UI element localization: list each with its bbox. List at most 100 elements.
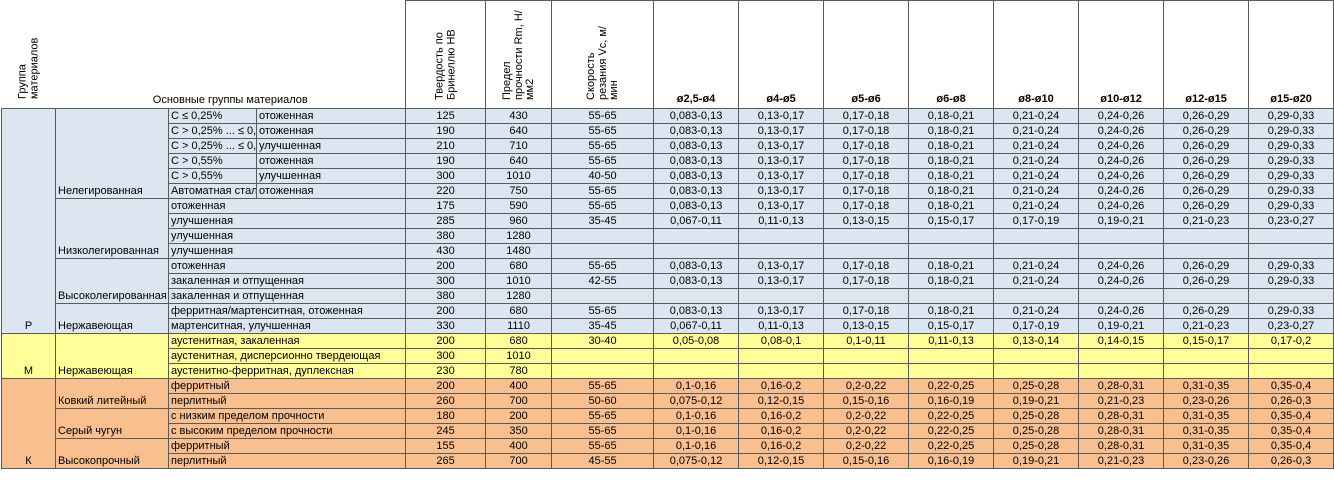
cutting-speed-value: 55-65 bbox=[551, 153, 655, 169]
header-strength-label: Предел прочности Rm, Н/мм2 bbox=[500, 9, 536, 100]
feed-value: 0,14-0,15 bbox=[1078, 333, 1165, 349]
feed-value bbox=[993, 348, 1080, 364]
feed-value: 0,16-0,19 bbox=[908, 393, 995, 409]
strength-value: 700 bbox=[485, 453, 553, 469]
feed-value: 0,17-0,18 bbox=[823, 138, 910, 154]
cutting-speed-value bbox=[551, 243, 655, 259]
feed-value: 0,13-0,17 bbox=[738, 108, 825, 124]
feed-value bbox=[738, 348, 825, 364]
feed-value bbox=[653, 243, 740, 259]
table-row: улучшенная 430 1480 bbox=[2, 243, 1334, 259]
header-diameter-range-4: ø6-ø8 bbox=[908, 0, 995, 109]
cutting-speed-value: 55-65 bbox=[551, 258, 655, 274]
header-material-group: Группа материалов bbox=[1, 0, 56, 109]
feed-value: 0,24-0,26 bbox=[1078, 138, 1165, 154]
feed-value: 0,28-0,31 bbox=[1078, 408, 1165, 424]
strength-value: 680 bbox=[485, 303, 553, 319]
table-row: аустенитная, дисперсионно твердеющая 300 1… bbox=[2, 348, 1334, 364]
table-row: К Ковкий литейный ферритный 200 400 55-65 0,1-… bbox=[1, 378, 1334, 469]
feed-value: 0,17-0,18 bbox=[823, 198, 910, 214]
hardness-value: 155 bbox=[405, 438, 487, 454]
feed-value: 0,26-0,3 bbox=[1248, 453, 1334, 469]
hardness-value: 380 bbox=[405, 288, 487, 304]
feed-value bbox=[1163, 243, 1250, 259]
feed-value bbox=[993, 363, 1080, 379]
feed-value: 0,1-0,11 bbox=[823, 333, 910, 349]
cutting-speed-value: 55-65 bbox=[551, 378, 655, 394]
table-row: Серый чугун с низким пределом прочности 18… bbox=[2, 408, 1334, 439]
material-condition: ферритный bbox=[167, 378, 407, 394]
material-carbon-content: C > 0,25% ... ≤ 0,55% bbox=[168, 138, 257, 154]
material-condition: с высоким пределом прочности bbox=[167, 423, 407, 439]
feed-value bbox=[1163, 348, 1250, 364]
cutting-speed-value: 55-65 bbox=[551, 108, 655, 124]
feed-value: 0,2-0,22 bbox=[823, 408, 910, 424]
feed-value: 0,24-0,26 bbox=[1078, 303, 1165, 319]
material-condition: аустенитная, закаленная bbox=[167, 333, 407, 349]
subgroup-label: Высокопрочный bbox=[55, 438, 169, 469]
feed-value: 0,19-0,21 bbox=[1078, 213, 1165, 229]
feed-value: 0,29-0,33 bbox=[1248, 303, 1334, 319]
feed-value: 0,35-0,4 bbox=[1248, 423, 1334, 439]
feed-value: 0,26-0,3 bbox=[1248, 393, 1334, 409]
strength-value: 1280 bbox=[485, 288, 553, 304]
feed-value: 0,13-0,17 bbox=[738, 153, 825, 169]
hardness-value: 300 bbox=[405, 348, 487, 364]
cutting-speed-value: 55-65 bbox=[551, 183, 655, 199]
table-row: C > 0,25% ... ≤ 0,55%улучшенная21071055-… bbox=[2, 138, 1334, 154]
material-carbon-content: C > 0,55% bbox=[168, 168, 257, 184]
feed-value: 0,21-0,24 bbox=[993, 258, 1080, 274]
strength-value: 750 bbox=[485, 183, 553, 199]
feed-value: 0,13-0,15 bbox=[823, 213, 910, 229]
header-row: Группа материалов Основные группы матери… bbox=[1, 0, 1334, 109]
feed-value: 0,17-0,18 bbox=[823, 108, 910, 124]
feed-value: 0,21-0,24 bbox=[993, 183, 1080, 199]
feed-value bbox=[823, 363, 910, 379]
feed-value: 0,11-0,13 bbox=[908, 333, 995, 349]
feed-value: 0,16-0,2 bbox=[738, 378, 825, 394]
feed-value: 0,24-0,26 bbox=[1078, 183, 1165, 199]
feed-value bbox=[908, 243, 995, 259]
strength-value: 1010 bbox=[485, 168, 553, 184]
feed-value: 0,29-0,33 bbox=[1248, 273, 1334, 289]
feed-value: 0,17-0,18 bbox=[823, 153, 910, 169]
subgroup-label: Нержавеющая bbox=[55, 333, 169, 379]
header-diameter-range-5: ø8-ø10 bbox=[993, 0, 1080, 109]
header-diameter-range-6: ø10-ø12 bbox=[1078, 0, 1165, 109]
table-row: Нержавеющая ферритная/мартенситная, отоже… bbox=[2, 303, 1334, 334]
feed-value: 0,17-0,19 bbox=[993, 213, 1080, 229]
table-row: перлитный 265 700 45-55 0,075-0,12 0,12-0,15 0… bbox=[2, 453, 1334, 469]
feed-value: 0,13-0,14 bbox=[993, 333, 1080, 349]
feed-value bbox=[823, 288, 910, 304]
cutting-speed-value: 55-65 bbox=[551, 303, 655, 319]
feed-value: 0,21-0,23 bbox=[1078, 393, 1165, 409]
feed-value bbox=[1163, 288, 1250, 304]
feed-value: 0,26-0,29 bbox=[1163, 183, 1250, 199]
material-carbon-content: C > 0,25% ... ≤ 0,55% bbox=[168, 123, 257, 139]
header-diameter-range-1: ø2,5-ø4 bbox=[653, 0, 740, 109]
material-condition: отоженная bbox=[255, 153, 407, 169]
feed-value: 0,083-0,13 bbox=[653, 153, 740, 169]
feed-value bbox=[653, 228, 740, 244]
feed-value: 0,17-0,18 bbox=[823, 273, 910, 289]
feed-value: 0,083-0,13 bbox=[653, 183, 740, 199]
hardness-value: 330 bbox=[405, 318, 487, 334]
table-row: аустенитно-ферритная, дуплексная 230 780 bbox=[2, 363, 1334, 379]
feed-value bbox=[1248, 288, 1334, 304]
feed-value bbox=[738, 363, 825, 379]
feed-value: 0,083-0,13 bbox=[653, 108, 740, 124]
material-carbon-content: C > 0,55% bbox=[168, 153, 257, 169]
strength-value: 1010 bbox=[485, 273, 553, 289]
hardness-value: 210 bbox=[405, 138, 487, 154]
feed-value: 0,2-0,22 bbox=[823, 378, 910, 394]
feed-value bbox=[1163, 228, 1250, 244]
table-row: M Нержавеющая аустенитная, закаленная 200 68… bbox=[1, 333, 1334, 379]
feed-value: 0,18-0,21 bbox=[908, 138, 995, 154]
feed-value: 0,21-0,24 bbox=[993, 303, 1080, 319]
feed-value: 0,18-0,21 bbox=[908, 198, 995, 214]
cutting-speed-value bbox=[551, 288, 655, 304]
group-label: P bbox=[1, 108, 56, 334]
feed-value: 0,19-0,21 bbox=[993, 453, 1080, 469]
table-body: P Нелегированная C ≤ 0,25% отоженная 125 430 5… bbox=[1, 108, 1334, 469]
cutting-speed-value: 45-55 bbox=[551, 453, 655, 469]
